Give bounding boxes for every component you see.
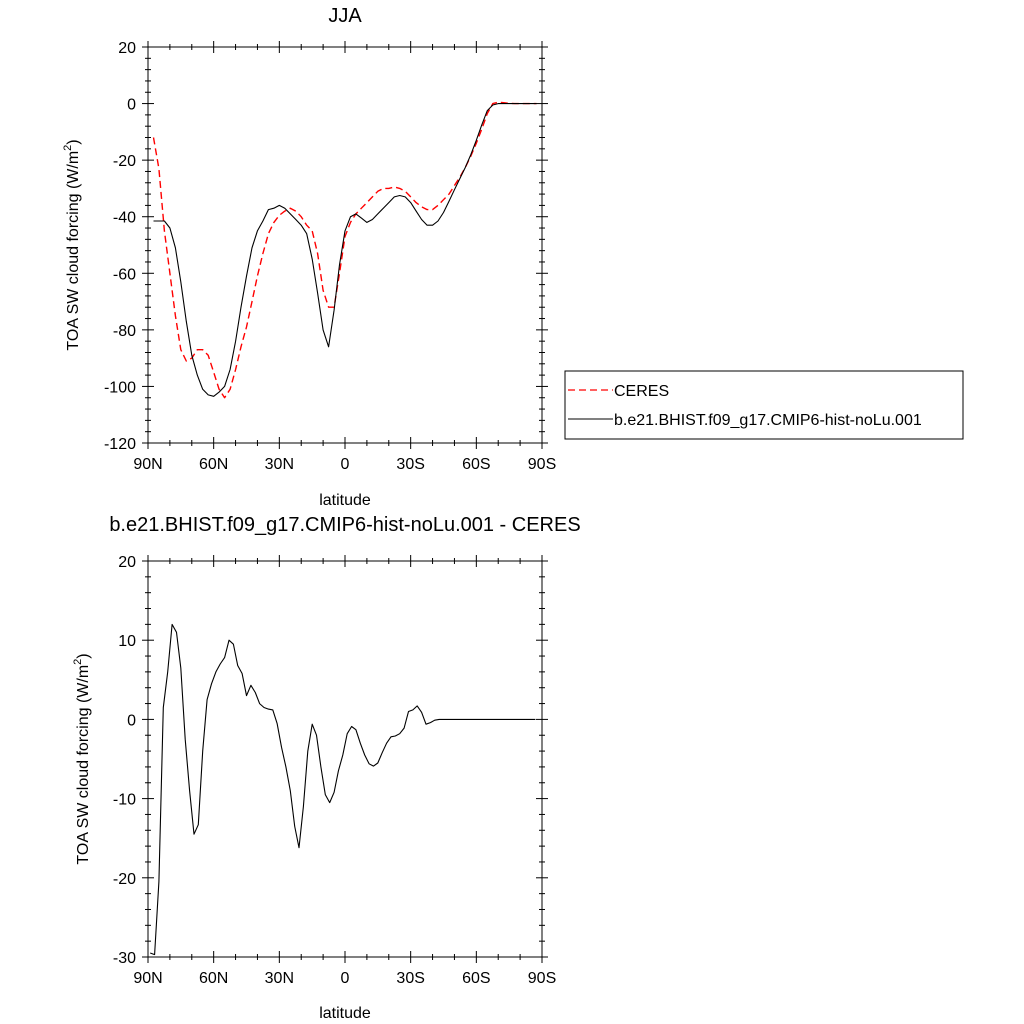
- panel-top-xtick-label: 0: [341, 456, 350, 473]
- legend-box: [564, 370, 964, 440]
- panel-top-series: [152, 101, 537, 399]
- panel-top-ytick-label: -100: [104, 379, 136, 396]
- panel-bottom-ytick-label: 20: [118, 554, 136, 571]
- panel-bottom-xtick-label: 30S: [396, 970, 424, 987]
- panel-bottom-frame: [147, 560, 543, 958]
- panel-bottom: b.e21.BHIST.f09_g17.CMIP6-hist-noLu.001 …: [72, 514, 581, 1022]
- panel-bottom-ylabel-main: TOA SW cloud forcing (W/m: [75, 665, 92, 865]
- panel-bottom-series: [150, 623, 536, 956]
- panel-bottom-xtick-label: 60S: [462, 970, 490, 987]
- panel-bottom-ylabel: TOA SW cloud forcing (W/m2): [72, 653, 92, 864]
- panel-bottom-title: b.e21.BHIST.f09_g17.CMIP6-hist-noLu.001 …: [109, 514, 580, 536]
- panel-top-ytick-label: -60: [113, 266, 136, 283]
- panel-top-ylabel-main: TOA SW cloud forcing (W/m: [65, 151, 82, 351]
- panel-top-ytick-label: -120: [104, 436, 136, 453]
- panel-top-ytick-label: -20: [113, 153, 136, 170]
- panel-top-xtick-label: 60S: [462, 456, 490, 473]
- panel-top-ytick-label: -40: [113, 210, 136, 227]
- panel-top-ytick-label: 20: [118, 40, 136, 57]
- legend-label-ceres: CERES: [614, 383, 669, 400]
- panel-bottom-xtick-label: 90S: [528, 970, 556, 987]
- panel-bottom-ytick-label: 0: [127, 712, 136, 729]
- panel-top-series-ceres: [152, 101, 537, 399]
- panel-top-xtick-label: 30N: [265, 456, 294, 473]
- panel-bottom-ylabel-end: ): [75, 653, 92, 658]
- panel-top-ylabel-end: ): [65, 139, 82, 144]
- panel-top-ylabel-sup: 2: [62, 145, 74, 151]
- panel-top-ytick-label: -80: [113, 323, 136, 340]
- panel-top-xtick-label: 30S: [396, 456, 424, 473]
- panel-bottom-series-difference: [150, 623, 536, 956]
- panel-top-ticks: 90N 60N 30N 0 30S 60S 90S 20 0 -20 -40 -60 -80 -100 -1…: [104, 40, 556, 473]
- panel-bottom-ylabel-sup: 2: [72, 659, 84, 665]
- panel-top-xtick-label: 60N: [199, 456, 228, 473]
- panel-top: JJA 90N 60N 30N 0 30S 60S 90S 20 0 -20 -40 -60 -80 -1…: [62, 5, 556, 509]
- panel-bottom-xtick-label: 60N: [199, 970, 228, 987]
- panel-bottom-ticks: 90N 60N 30N 0 30S 60S 90S 20 10 0 -10 -20 -30: [113, 554, 556, 987]
- panel-top-ylabel: TOA SW cloud forcing (W/m2): [62, 139, 82, 350]
- panel-bottom-xtick-label: 0: [341, 970, 350, 987]
- panel-bottom-xtick-label: 30N: [265, 970, 294, 987]
- legend: CERES b.e21.BHIST.f09_g17.CMIP6-hist-noL…: [564, 370, 964, 440]
- panel-top-title: JJA: [328, 5, 362, 27]
- panel-bottom-ytick-label: -20: [113, 871, 136, 888]
- panel-bottom-ytick-label: -10: [113, 792, 136, 809]
- panel-bottom-ytick-label: -30: [113, 950, 136, 967]
- panel-top-xtick-label: 90N: [133, 456, 162, 473]
- panel-bottom-ytick-label: 10: [118, 633, 136, 650]
- panel-top-series-model: [153, 103, 537, 397]
- panel-top-xlabel: latitude: [319, 492, 371, 509]
- panel-bottom-xlabel: latitude: [319, 1005, 371, 1022]
- panel-top-frame: [147, 46, 543, 444]
- panel-top-xtick-label: 90S: [528, 456, 556, 473]
- panel-bottom-xtick-label: 90N: [133, 970, 162, 987]
- legend-label-model: b.e21.BHIST.f09_g17.CMIP6-hist-noLu.001: [614, 412, 922, 429]
- panel-top-ytick-label: 0: [127, 97, 136, 114]
